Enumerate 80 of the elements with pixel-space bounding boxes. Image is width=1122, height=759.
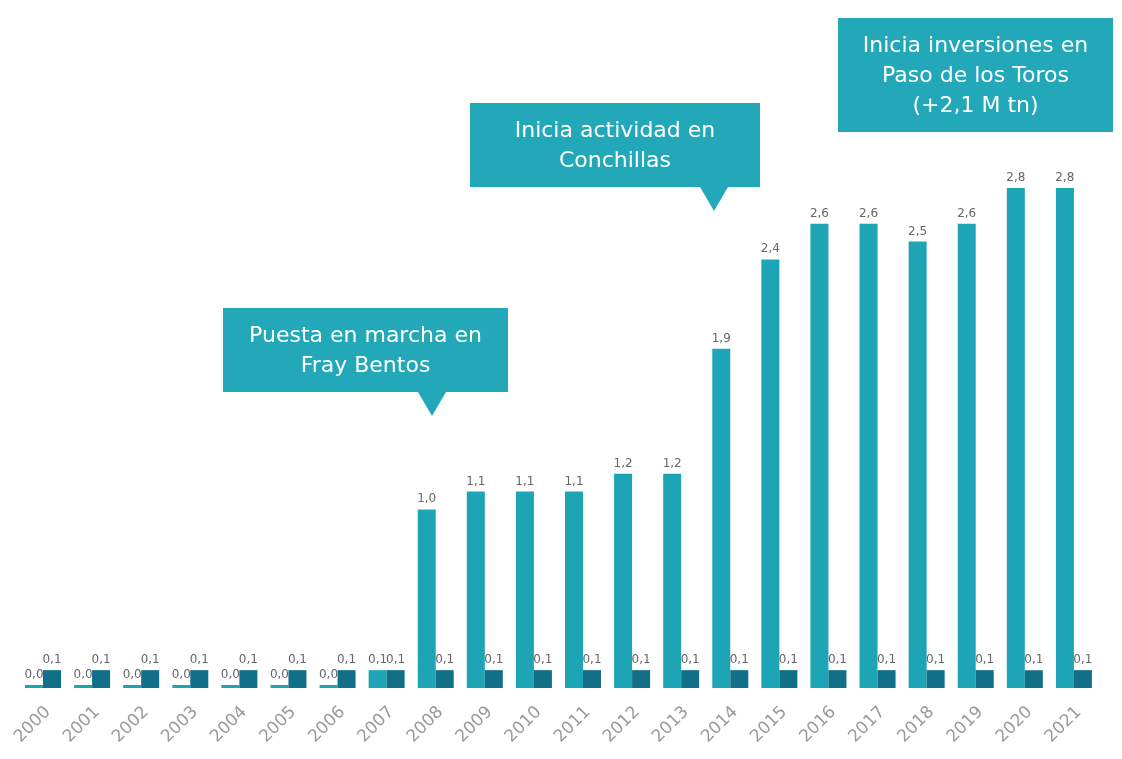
- data-label: 1,2: [613, 455, 633, 470]
- data-label: 0,1: [484, 652, 504, 667]
- bar: [975, 670, 994, 688]
- bar: [386, 670, 405, 688]
- data-label: 0,1: [1073, 652, 1093, 667]
- data-label: 0,1: [729, 652, 749, 667]
- bar: [1024, 670, 1043, 688]
- data-label: 0,1: [435, 652, 455, 667]
- bar: [663, 473, 682, 688]
- data-label: 0,1: [337, 652, 357, 667]
- data-label: 0,1: [368, 652, 388, 667]
- data-label: 0,1: [189, 652, 209, 667]
- data-label: 2,5: [908, 223, 928, 238]
- data-label: 0,1: [91, 652, 111, 667]
- data-label: 2,6: [957, 205, 977, 220]
- data-label: 0,0: [269, 667, 289, 681]
- bar: [417, 509, 436, 688]
- bar: [288, 670, 307, 688]
- bar: [761, 259, 780, 688]
- bar: [368, 670, 387, 688]
- bar: [43, 670, 61, 688]
- data-label: 0,0: [220, 667, 240, 681]
- bar: [190, 670, 209, 688]
- data-label: 1,1: [466, 473, 486, 488]
- bar: [712, 348, 731, 688]
- bar: [466, 491, 485, 688]
- data-label: 0,1: [778, 652, 798, 667]
- bar: [141, 670, 160, 688]
- data-label: 0,1: [975, 652, 995, 667]
- data-label: 2,8: [1006, 170, 1026, 184]
- bar: [583, 670, 601, 688]
- data-label: 0,1: [287, 652, 307, 667]
- bar: [337, 670, 356, 688]
- bar: [779, 670, 798, 688]
- data-label: 0,1: [42, 652, 62, 667]
- bar: [828, 670, 847, 688]
- bar: [926, 670, 945, 688]
- data-label: 0,1: [631, 652, 651, 667]
- data-label: 0,0: [122, 667, 142, 681]
- bar: [515, 491, 534, 688]
- callout: Inicia inversiones en Paso de los Toros (+2,1 M tn): [838, 18, 1113, 132]
- bar: [1006, 188, 1025, 688]
- data-label: 2,6: [809, 205, 829, 220]
- data-label: 1,1: [515, 473, 535, 488]
- bar: [859, 223, 878, 688]
- data-label: 0,1: [680, 652, 700, 667]
- data-label: 0,0: [73, 667, 93, 681]
- data-label: 0,1: [533, 652, 553, 667]
- bar: [484, 670, 503, 688]
- bar: [533, 670, 552, 688]
- bar: [730, 670, 749, 688]
- bar: [435, 670, 454, 688]
- data-label: 0,1: [386, 652, 406, 667]
- bar: [1055, 188, 1074, 688]
- data-label: 1,0: [417, 491, 437, 506]
- data-label: 1,2: [662, 455, 682, 470]
- bar: [957, 223, 976, 688]
- data-label: 0,0: [24, 667, 44, 681]
- data-label: 2,6: [859, 205, 879, 220]
- callout: Puesta en marcha en Fray Bentos: [223, 308, 508, 392]
- data-label: 0,1: [582, 652, 602, 667]
- bar: [92, 670, 111, 688]
- bar: [877, 670, 896, 688]
- data-label: 0,1: [238, 652, 258, 667]
- data-label: 2,4: [760, 241, 780, 256]
- bar: [632, 670, 651, 688]
- bar: [565, 491, 583, 688]
- bar: [614, 473, 633, 688]
- callout: Inicia actividad en Conchillas: [470, 103, 760, 187]
- data-label: 1,9: [711, 330, 731, 345]
- bar: [810, 223, 829, 688]
- bar: [239, 670, 258, 688]
- bar: [681, 670, 700, 688]
- data-label: 1,1: [564, 473, 584, 488]
- data-label: 0,1: [140, 652, 160, 667]
- bar: [1073, 670, 1092, 688]
- data-label: 2,8: [1055, 170, 1075, 184]
- data-label: 0,1: [1024, 652, 1044, 667]
- bar: [908, 241, 927, 688]
- data-label: 0,0: [171, 667, 191, 681]
